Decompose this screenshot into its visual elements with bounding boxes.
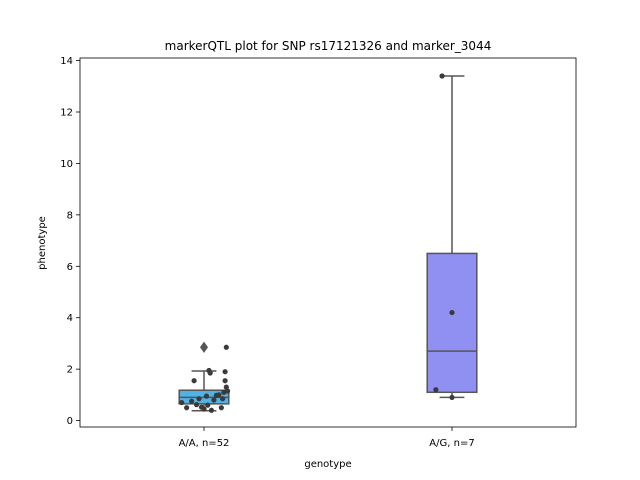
- data-point: [220, 396, 226, 402]
- chart-title: markerQTL plot for SNP rs17121326 and ma…: [165, 39, 492, 53]
- y-tick-label: 8: [67, 210, 73, 221]
- data-point: [223, 344, 229, 350]
- x-axis: A/A, n=52 A/G, n=7: [179, 427, 475, 449]
- data-point: [205, 402, 211, 408]
- data-point: [449, 309, 455, 316]
- y-tick-label: 0: [67, 416, 73, 427]
- data-point: [439, 73, 445, 79]
- data-point: [218, 405, 224, 411]
- data-point: [179, 399, 185, 406]
- outlier-marker: [200, 341, 208, 353]
- box-body: [426, 252, 478, 394]
- x-tick-label: A/G, n=7: [429, 438, 474, 449]
- y-tick-label: 2: [67, 365, 73, 376]
- data-point: [216, 392, 222, 398]
- data-point: [222, 378, 228, 384]
- data-point: [222, 369, 228, 375]
- data-point: [201, 406, 207, 412]
- y-tick-label: 12: [60, 108, 73, 119]
- y-axis-label: phenotype: [37, 216, 48, 270]
- data-point: [207, 370, 213, 376]
- data-point: [224, 388, 231, 394]
- plot-area: [178, 73, 478, 413]
- y-tick-label: 14: [60, 56, 73, 67]
- y-tick-label: 10: [60, 159, 73, 170]
- y-tick-label: 4: [67, 313, 73, 324]
- data-point: [184, 405, 190, 411]
- data-point: [203, 393, 210, 399]
- data-point: [196, 396, 202, 402]
- data-point: [208, 407, 215, 413]
- data-point: [449, 394, 455, 401]
- box-2: [426, 75, 478, 399]
- plot-frame: [79, 57, 577, 428]
- x-axis-label: genotype: [304, 459, 351, 470]
- data-point: [433, 387, 439, 393]
- y-axis: 0 2 4 6 8 10 12 14: [60, 56, 80, 427]
- y-tick-label: 6: [67, 262, 73, 273]
- data-point: [211, 397, 217, 403]
- data-point: [193, 402, 200, 408]
- data-point: [189, 398, 195, 404]
- x-tick-label: A/A, n=52: [179, 438, 230, 449]
- data-point: [191, 378, 197, 384]
